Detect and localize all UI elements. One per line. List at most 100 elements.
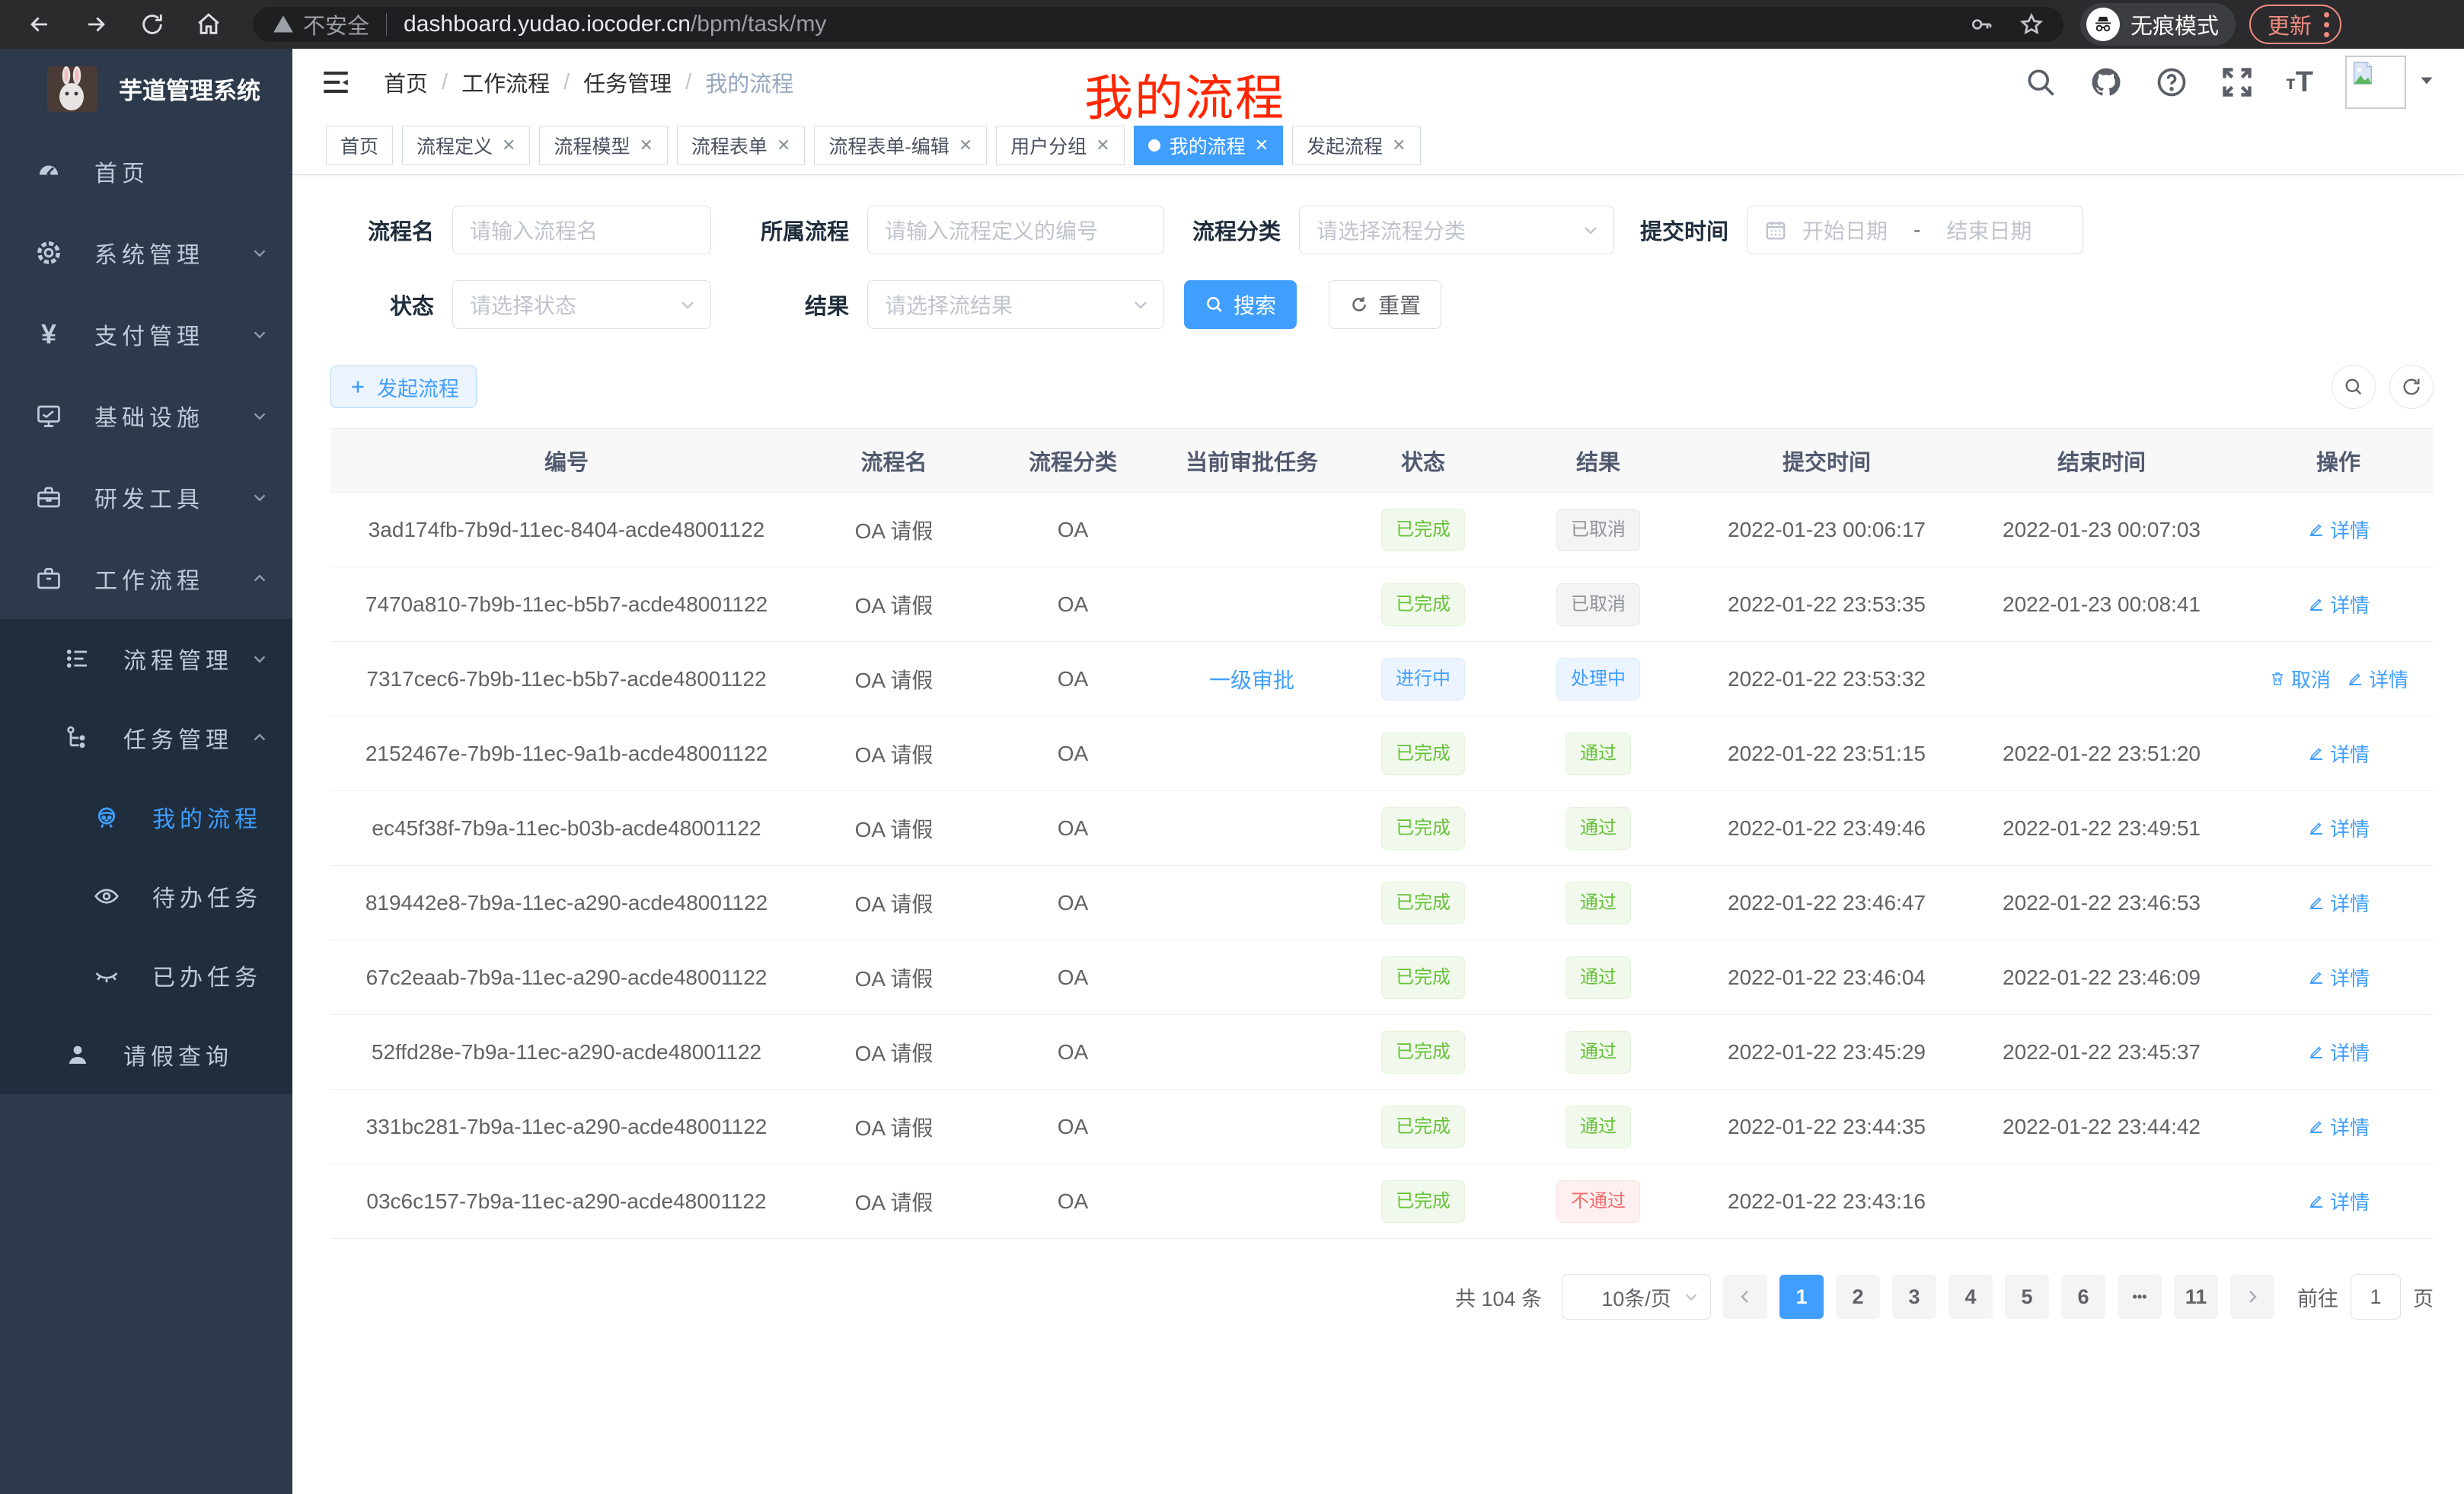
- browser-menu-icon[interactable]: [2324, 11, 2330, 37]
- tab-我的流程[interactable]: 我的流程 ✕: [1133, 125, 1284, 165]
- close-icon[interactable]: ✕: [776, 135, 791, 155]
- sidebar-item-系统管理[interactable]: 系统管理: [0, 212, 292, 293]
- table-row: 2152467e-7b9b-11ec-9a1b-acde48001122 OA 请…: [330, 716, 2434, 791]
- help-icon[interactable]: [2155, 65, 2188, 99]
- tab-流程表单[interactable]: 流程表单 ✕: [676, 125, 806, 165]
- close-icon[interactable]: ✕: [502, 135, 516, 155]
- detail-link[interactable]: 详情: [2307, 739, 2370, 768]
- detail-link[interactable]: 详情: [2307, 516, 2370, 544]
- detail-link[interactable]: 详情: [2307, 814, 2370, 842]
- forward-icon[interactable]: [79, 8, 113, 41]
- breadcrumb-item-任务管理[interactable]: 任务管理: [583, 72, 672, 97]
- current-task-link[interactable]: 一级审批: [1208, 668, 1294, 692]
- more-pages-button[interactable]: •••: [2118, 1275, 2162, 1319]
- filter-name-label: 流程名: [367, 220, 434, 244]
- close-icon[interactable]: ✕: [1254, 135, 1269, 155]
- tab-流程表单-编辑[interactable]: 流程表单-编辑 ✕: [814, 125, 988, 165]
- cell-process-name: OA 请假: [803, 1089, 985, 1164]
- sidebar-item-流程管理[interactable]: 流程管理: [0, 619, 292, 698]
- address-bar[interactable]: 不安全 dashboard.yudao.iocoder.cn/bpm/task/…: [253, 7, 2063, 42]
- page-button-6[interactable]: 6: [2061, 1275, 2105, 1319]
- cell-current-task: [1160, 790, 1343, 866]
- status-select[interactable]: 请选择状态: [452, 280, 711, 329]
- launch-process-button[interactable]: 发起流程: [330, 366, 477, 408]
- tab-流程模型[interactable]: 流程模型 ✕: [539, 125, 668, 165]
- search-button[interactable]: 搜索: [1184, 280, 1297, 329]
- bookmark-star-icon[interactable]: [2019, 12, 2044, 37]
- page-size-select[interactable]: 10条/页: [1562, 1274, 1711, 1320]
- update-label: 更新: [2268, 14, 2312, 39]
- detail-link[interactable]: 详情: [2307, 1113, 2370, 1141]
- chevron-down-icon: [678, 295, 697, 314]
- sidebar-fold-icon[interactable]: [320, 66, 352, 98]
- close-icon[interactable]: ✕: [958, 135, 973, 155]
- detail-link[interactable]: 详情: [2307, 590, 2370, 618]
- detail-link[interactable]: 详情: [2307, 1038, 2370, 1066]
- sidebar-item-任务管理[interactable]: 任务管理: [0, 698, 292, 777]
- cell-result: 通过: [1503, 790, 1693, 866]
- result-select[interactable]: 请选择流结果: [867, 280, 1164, 329]
- breadcrumb-item-工作流程[interactable]: 工作流程: [461, 72, 551, 97]
- sidebar-item-label: 待办任务: [152, 886, 262, 911]
- tab-用户分组[interactable]: 用户分组 ✕: [996, 125, 1125, 165]
- close-icon[interactable]: ✕: [1392, 135, 1406, 155]
- home-icon[interactable]: [192, 8, 225, 41]
- table-toolbar: 发起流程: [330, 365, 2434, 409]
- detail-link[interactable]: 详情: [2307, 889, 2370, 917]
- github-icon[interactable]: [2089, 65, 2123, 99]
- sidebar-item-待办任务[interactable]: 待办任务: [0, 857, 292, 936]
- user-icon: [62, 1039, 93, 1070]
- sidebar-item-基础设施[interactable]: 基础设施: [0, 375, 292, 456]
- page-button-3[interactable]: 3: [1892, 1275, 1936, 1319]
- sidebar-item-我的流程[interactable]: 我的流程: [0, 777, 292, 857]
- browser-update-button[interactable]: 更新: [2249, 5, 2342, 44]
- table-refresh-icon[interactable]: [2389, 365, 2434, 409]
- app-logo-row[interactable]: 芋道管理系统: [0, 49, 292, 129]
- cell-result: 已取消: [1503, 567, 1693, 642]
- reload-icon[interactable]: [136, 8, 169, 41]
- password-key-icon[interactable]: [1969, 12, 1993, 37]
- process-id-input[interactable]: 请输入流程定义的编号: [867, 206, 1164, 254]
- page-button-5[interactable]: 5: [2005, 1275, 2049, 1319]
- fullscreen-icon[interactable]: [2220, 65, 2254, 99]
- reset-button[interactable]: 重置: [1329, 280, 1441, 329]
- detail-link[interactable]: 详情: [2307, 1187, 2370, 1215]
- sidebar-item-已办任务[interactable]: 已办任务: [0, 936, 292, 1015]
- sidebar-item-研发工具[interactable]: 研发工具: [0, 456, 292, 538]
- process-name-input[interactable]: 请输入流程名: [452, 206, 711, 254]
- page-button-2[interactable]: 2: [1836, 1275, 1880, 1319]
- sidebar-item-首页[interactable]: 首页: [0, 130, 292, 212]
- close-icon[interactable]: ✕: [639, 135, 653, 155]
- page-button-1[interactable]: 1: [1779, 1275, 1824, 1319]
- cell-submit-time: 2022-01-22 23:43:16: [1693, 1164, 1960, 1239]
- detail-link[interactable]: 详情: [2307, 963, 2370, 991]
- cell-submit-time: 2022-01-22 23:53:32: [1693, 641, 1960, 717]
- breadcrumb-item-首页[interactable]: 首页: [384, 72, 429, 97]
- cell-submit-time: 2022-01-23 00:06:17: [1693, 492, 1960, 567]
- page-button-4[interactable]: 4: [1949, 1275, 1993, 1319]
- avatar-broken-image[interactable]: [2345, 56, 2406, 109]
- cancel-link[interactable]: 取消: [2268, 665, 2331, 693]
- cell-actions: 详情: [2243, 865, 2434, 940]
- calendar-icon: [1764, 219, 1787, 241]
- next-page-button[interactable]: [2230, 1275, 2274, 1319]
- sidebar-item-支付管理[interactable]: ¥ 支付管理: [0, 293, 292, 375]
- avatar-caret-icon[interactable]: [2417, 71, 2437, 94]
- search-icon[interactable]: [2024, 65, 2057, 99]
- page-button-11[interactable]: 11: [2174, 1275, 2218, 1319]
- table-search-toggle-icon[interactable]: [2332, 365, 2376, 409]
- detail-link[interactable]: 详情: [2346, 665, 2408, 693]
- close-icon[interactable]: ✕: [1096, 135, 1110, 155]
- sidebar-item-请假查询[interactable]: 请假查询: [0, 1015, 292, 1094]
- submit-time-range-picker[interactable]: 开始日期 - 结束日期: [1747, 206, 2083, 254]
- prev-page-button[interactable]: [1723, 1275, 1767, 1319]
- tab-发起流程[interactable]: 发起流程 ✕: [1292, 125, 1421, 165]
- tab-首页[interactable]: 首页: [326, 125, 394, 165]
- back-icon[interactable]: [23, 8, 56, 41]
- goto-page-input[interactable]: 1: [2351, 1274, 2401, 1320]
- tab-流程定义[interactable]: 流程定义 ✕: [402, 125, 531, 165]
- category-select[interactable]: 请选择流程分类: [1299, 206, 1614, 254]
- yen-icon: ¥: [40, 318, 57, 350]
- sidebar-item-工作流程[interactable]: 工作流程: [0, 538, 292, 619]
